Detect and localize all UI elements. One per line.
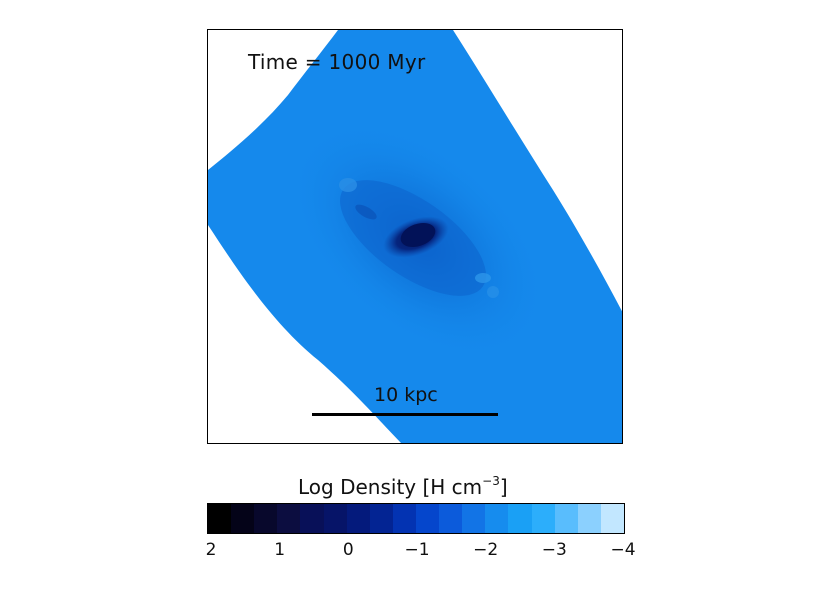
scale-bar — [312, 413, 498, 416]
colorbar-title-text: Log Density [H cm — [298, 475, 483, 499]
colorbar-tick-label: 1 — [274, 540, 286, 560]
colorbar-swatch — [508, 504, 532, 533]
colorbar-tick-label: 0 — [342, 540, 354, 560]
colorbar-swatch — [208, 504, 232, 533]
colorbar-swatch — [415, 504, 440, 533]
colorbar-tick-label: −2 — [473, 540, 499, 560]
colorbar-swatch — [277, 504, 301, 533]
density-map-image — [208, 30, 622, 443]
colorbar-swatch — [485, 504, 509, 533]
colorbar-swatch — [346, 504, 370, 533]
colorbar-title-bracket: ] — [499, 475, 508, 499]
colorbar-tick-label: 2 — [205, 540, 217, 560]
colorbar-swatch — [323, 504, 347, 533]
gas-clump — [475, 273, 491, 283]
colorbar-tick-label: −3 — [541, 540, 567, 560]
colorbar-swatch — [300, 504, 324, 533]
gas-clump — [355, 204, 377, 220]
colorbar-swatch — [439, 504, 463, 533]
colorbar-swatch — [392, 504, 416, 533]
colorbar-swatch — [600, 504, 624, 533]
colorbar-swatch — [554, 504, 578, 533]
colorbar-swatch — [254, 504, 278, 533]
gas-clump — [339, 178, 357, 192]
colorbar-swatch — [231, 504, 255, 533]
colorbar-swatch — [531, 504, 555, 533]
gas-clump — [487, 286, 499, 298]
colorbar-tick-label: −4 — [610, 540, 636, 560]
colorbar — [207, 503, 625, 534]
colorbar-swatch — [369, 504, 393, 533]
scale-bar-label: 10 kpc — [374, 384, 438, 406]
colorbar-title-exponent: −3 — [482, 474, 500, 488]
density-map-panel: Time = 1000 Myr 10 kpc — [207, 29, 623, 444]
galaxy-nucleus — [400, 222, 436, 248]
colorbar-tick-label: −1 — [404, 540, 430, 560]
colorbar-title: Log Density [H cm−3] — [298, 474, 508, 499]
colorbar-swatch — [462, 504, 486, 533]
colorbar-swatch — [577, 504, 601, 533]
time-label: Time = 1000 Myr — [248, 50, 426, 74]
